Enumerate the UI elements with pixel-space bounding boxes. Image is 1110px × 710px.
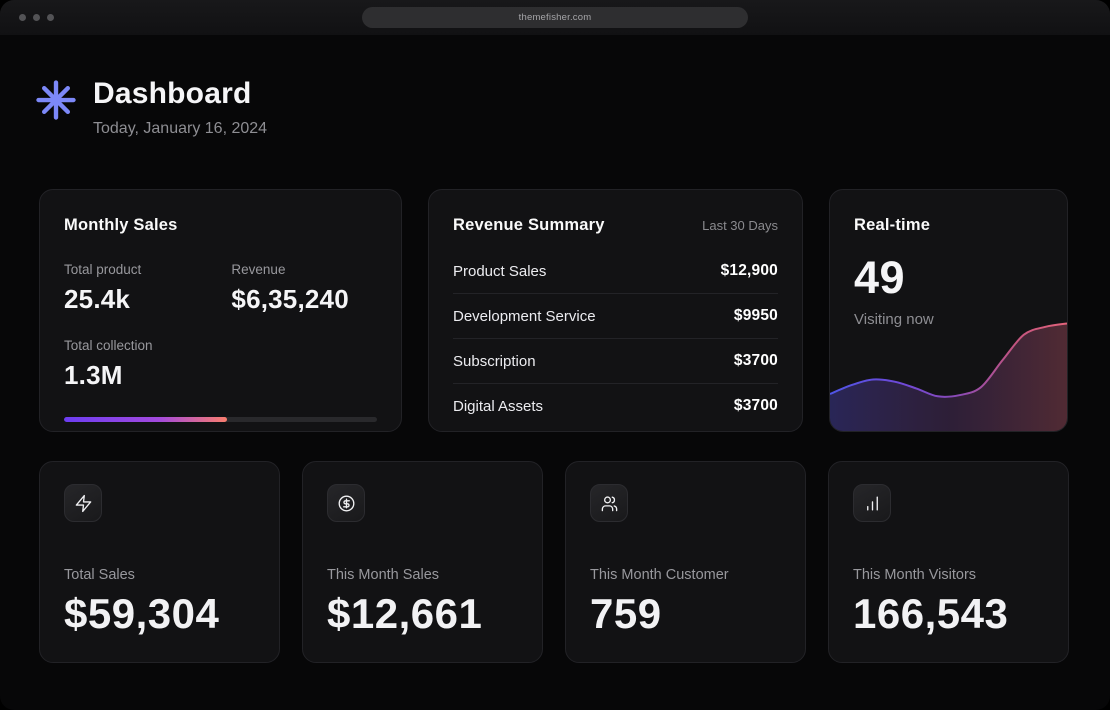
window-controls [19, 14, 54, 21]
kpi-value: 166,543 [853, 590, 1009, 637]
revenue-summary-title: Revenue Summary [453, 216, 605, 234]
icon-tile [327, 484, 365, 522]
revenue-summary-header: Revenue Summary Last 30 Days [453, 216, 778, 235]
kpi-value: 759 [590, 590, 662, 637]
monthly-sales-card: Monthly Sales Total product 25.4k Revenu… [39, 189, 402, 432]
realtime-card: Real-time 49 Visiting now [829, 189, 1068, 432]
sales-progress-track [64, 417, 377, 422]
icon-tile [64, 484, 102, 522]
kpi-label: This Month Visitors [853, 567, 977, 583]
realtime-title: Real-time [854, 216, 931, 234]
url-text: themefisher.com [518, 12, 592, 23]
url-bar[interactable]: themefisher.com [362, 7, 748, 28]
kpi-label: This Month Customer [590, 567, 729, 583]
icon-tile [590, 484, 628, 522]
zap-icon [75, 494, 91, 512]
total-sales-card: Total Sales $59,304 [39, 461, 280, 663]
kpi-value: $59,304 [64, 590, 220, 637]
period-label: Last 30 Days [702, 218, 778, 233]
window-control-dot[interactable] [33, 14, 40, 21]
kpi-label: Total Sales [64, 567, 135, 583]
window-control-dot[interactable] [47, 14, 54, 21]
realtime-line [830, 324, 1067, 397]
revenue-row: Product Sales $12,900 [453, 249, 778, 294]
revenue-summary-card: Revenue Summary Last 30 Days Product Sal… [428, 189, 803, 432]
page-date: Today, January 16, 2024 [93, 120, 268, 137]
users-icon [601, 495, 617, 511]
monthly-sales-stats: Total product 25.4k Revenue $6,35,240 To… [64, 262, 377, 391]
revenue-summary-list: Product Sales $12,900 Development Servic… [453, 249, 778, 428]
monthly-sales-title: Monthly Sales [64, 216, 178, 234]
asterisk-logo-icon [36, 80, 76, 120]
window-control-dot[interactable] [19, 14, 26, 21]
kpi-label: This Month Sales [327, 567, 440, 583]
icon-tile [853, 484, 891, 522]
revenue-row: Digital Assets $3700 [453, 397, 778, 415]
kpi-row: Total Sales $59,304 This Month Sales $12… [39, 461, 1069, 663]
stat-revenue: Revenue $6,35,240 [231, 262, 349, 314]
browser-topbar: themefisher.com [0, 0, 1110, 35]
page-header: Dashboard Today, January 16, 2024 [35, 77, 1110, 138]
visitor-caption: Visiting now [854, 311, 934, 328]
progress-fill [64, 417, 227, 422]
bar-chart-icon [866, 495, 878, 511]
revenue-row: Subscription $3700 [453, 339, 778, 384]
revenue-row: Development Service $9950 [453, 294, 778, 339]
kpi-value: $12,661 [327, 590, 483, 637]
dollar-circle-icon [338, 495, 354, 511]
month-visitors-card: This Month Visitors 166,543 [828, 461, 1069, 663]
realtime-area [830, 323, 1067, 431]
summary-row: Monthly Sales Total product 25.4k Revenu… [39, 189, 1068, 432]
stat-total-product: Total product 25.4k [64, 262, 142, 314]
month-sales-card: This Month Sales $12,661 [302, 461, 543, 663]
visitor-count: 49 [854, 252, 906, 303]
stat-total-collection: Total collection 1.3M [64, 338, 153, 390]
realtime-area-chart [830, 319, 1067, 431]
month-customer-card: This Month Customer 759 [565, 461, 806, 663]
page-title: Dashboard [93, 77, 252, 110]
